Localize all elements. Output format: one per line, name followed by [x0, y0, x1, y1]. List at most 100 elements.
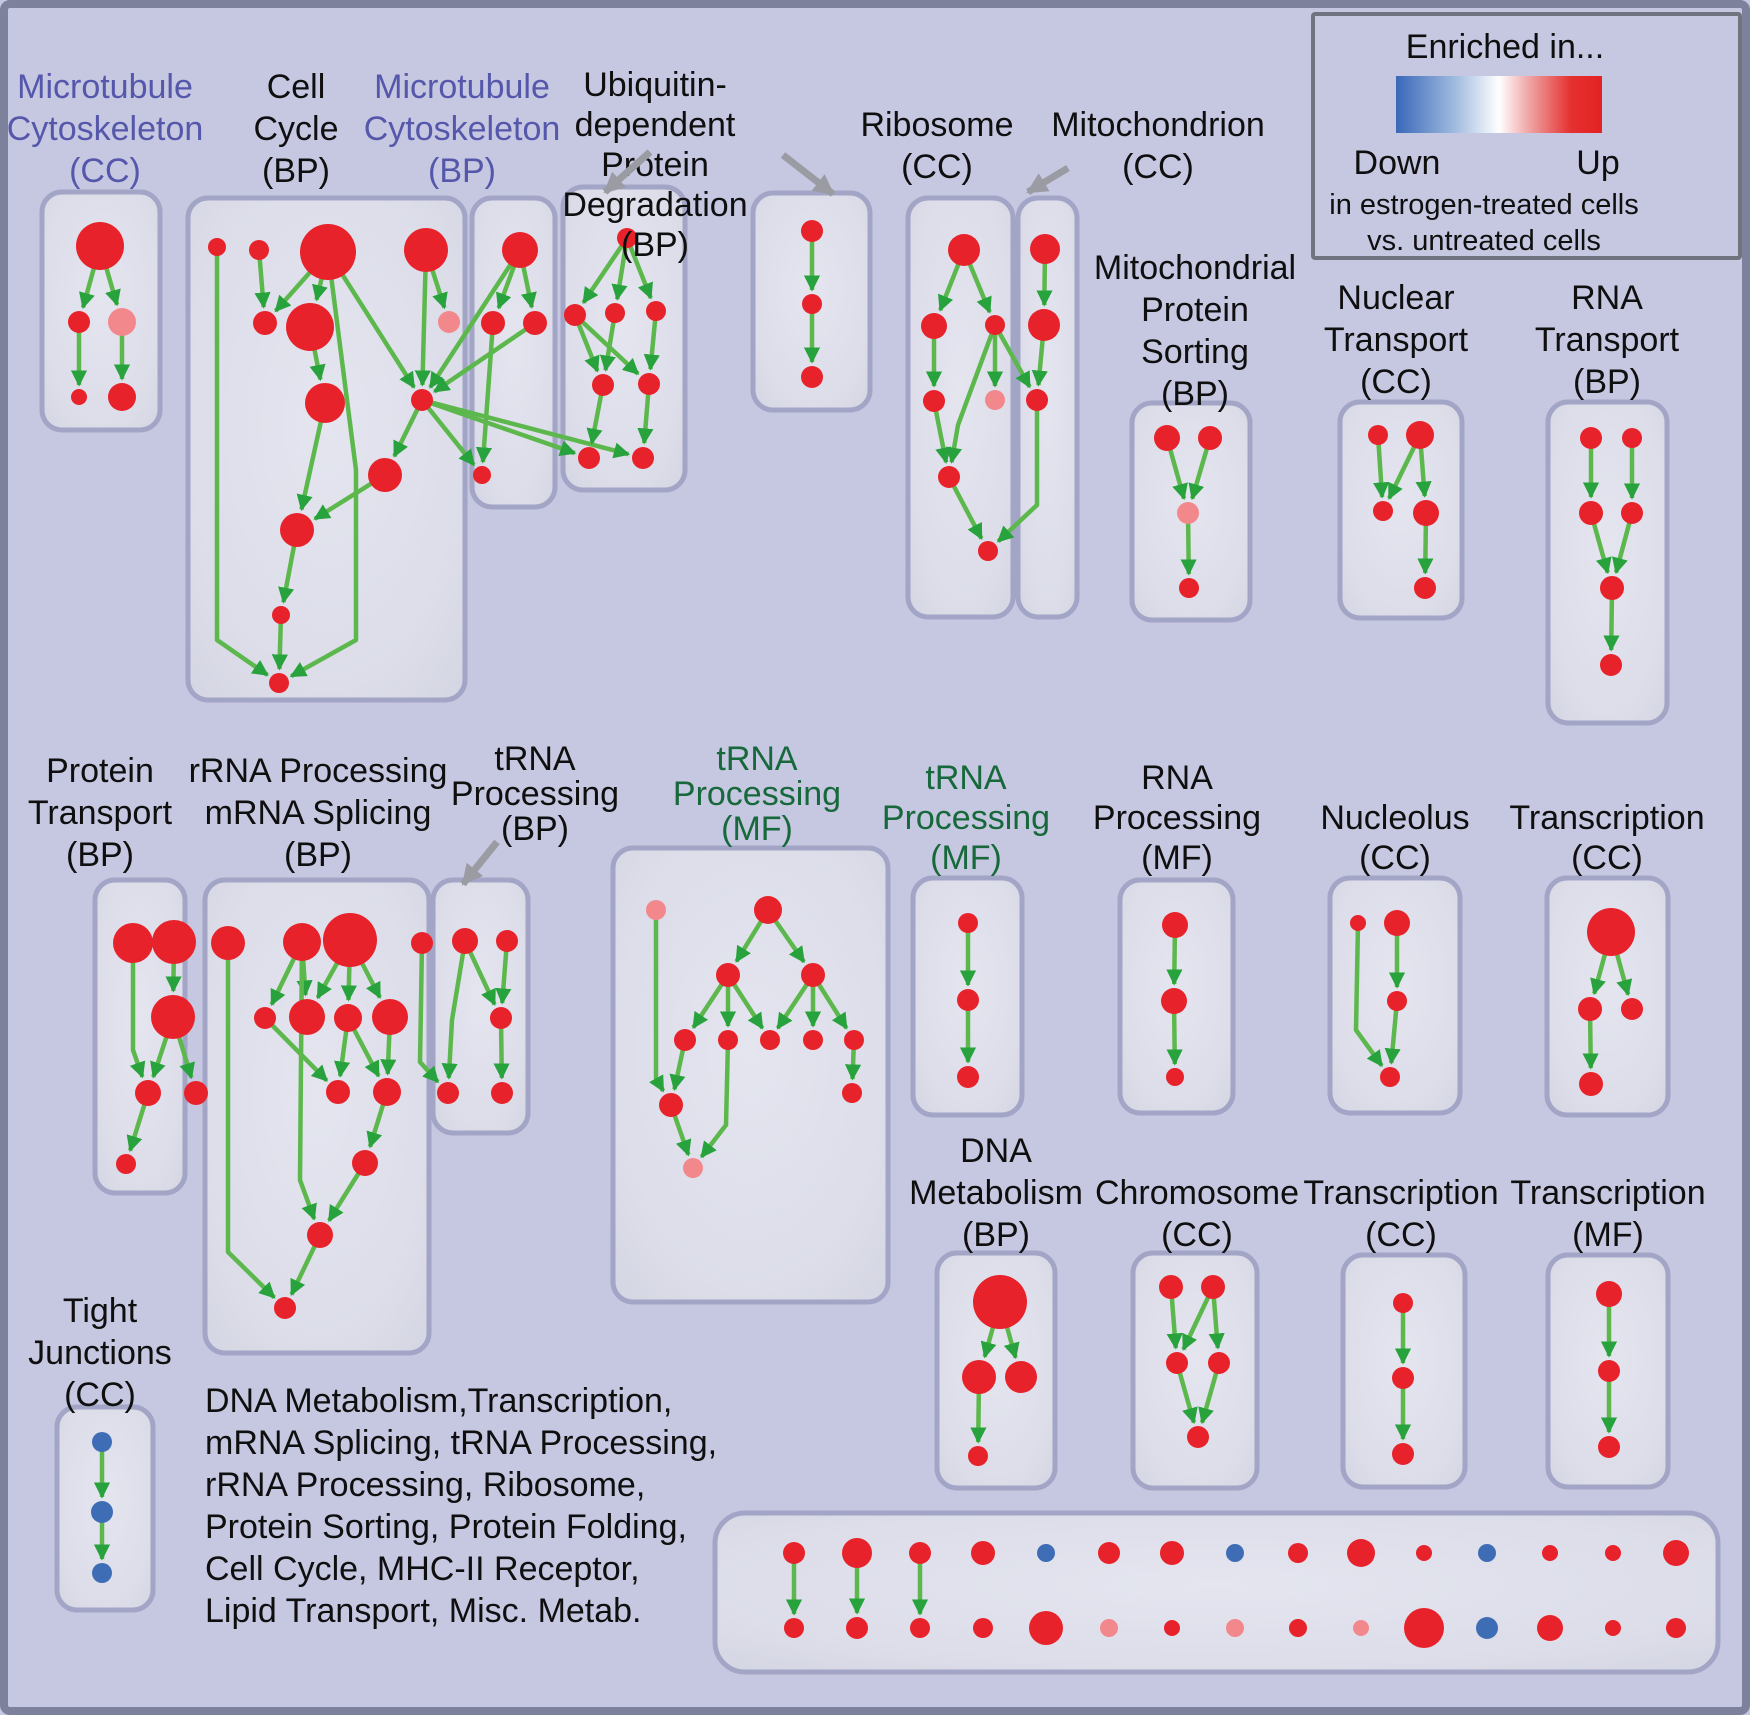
gene-node-red: [1587, 908, 1635, 956]
label-line: (CC): [69, 152, 141, 190]
label-line: Nucleolus: [1320, 799, 1469, 837]
gene-node-red: [973, 1618, 993, 1638]
gene-node-red: [437, 1082, 459, 1104]
annotation-arrow: [460, 839, 500, 887]
label-line: (BP): [1573, 363, 1641, 401]
edge-arrow: [581, 236, 629, 304]
gene-node-red: [404, 228, 448, 272]
gene-node-red: [803, 1030, 823, 1050]
gene-node-red: [1187, 1426, 1209, 1448]
label-line: Transcription: [1509, 799, 1704, 837]
gene-node-pink: [1226, 1619, 1244, 1637]
label-line: RNA: [1571, 279, 1643, 317]
gene-node-red: [523, 311, 547, 335]
cluster-label-chromosome: Chromosome (CC): [1095, 1174, 1299, 1254]
gene-node-red: [1393, 1293, 1413, 1313]
label-line: (CC): [1360, 363, 1432, 401]
gene-node-red: [921, 313, 947, 339]
gene-node-red: [1030, 234, 1060, 264]
label-line: Processing: [1093, 799, 1261, 837]
cluster-label-transcription-cc-mid: Transcription(CC): [1509, 799, 1704, 877]
gene-node-red: [1537, 1615, 1563, 1641]
cluster-label-nuclear-transport: Nuclear Transport (CC): [1324, 279, 1469, 401]
gene-node-red: [638, 373, 660, 395]
label-line: tRNA: [494, 740, 576, 778]
gene-node-red: [754, 896, 782, 924]
gene-node-red: [280, 513, 314, 547]
gene-node-red: [1404, 1608, 1444, 1648]
label-line: (CC): [1359, 839, 1431, 877]
gene-node-red: [68, 311, 90, 333]
gene-node-red: [617, 228, 637, 248]
label-line: (BP): [262, 152, 330, 190]
label-line: Cell Cycle, MHC-II Receptor,: [205, 1550, 640, 1588]
label-line: (BP): [284, 836, 352, 874]
gene-node-red: [1392, 1443, 1414, 1465]
gene-node-red: [1416, 1545, 1432, 1561]
gene-node-red: [760, 1030, 780, 1050]
gene-node-red: [938, 466, 960, 488]
legend-down-label: Down: [1354, 144, 1441, 182]
gene-node-pink: [683, 1158, 703, 1178]
edge-arrow: [129, 943, 146, 1079]
gene-node-red: [1159, 1275, 1183, 1299]
gene-node-red: [801, 220, 823, 242]
cluster-label-rrna-mrna: rRNA Processing mRNA Splicing (BP): [189, 752, 448, 874]
gene-node-red: [605, 303, 625, 323]
label-line: Processing: [882, 799, 1050, 837]
gene-node-red: [971, 1541, 995, 1565]
edge-arrow: [1373, 434, 1390, 499]
legend-up-label: Up: [1576, 144, 1619, 182]
edge-arrow: [414, 249, 431, 387]
gene-node-red: [1621, 502, 1643, 524]
cluster-box-dna-metabolism-bp: [934, 1250, 1058, 1491]
gene-node-red: [1373, 501, 1393, 521]
cluster-label-transcription-cc-bot: Transcription (CC): [1303, 1174, 1498, 1254]
edge-arrow: [417, 942, 440, 1084]
gene-node-red: [973, 1275, 1027, 1329]
label-line: Cell: [267, 68, 326, 106]
label-line: Lipid Transport, Misc. Metab.: [205, 1592, 642, 1630]
label-line: Mitochondrion: [1051, 106, 1265, 144]
cluster-label-misc-list: DNA Metabolism,Transcription, mRNA Splici…: [205, 1382, 717, 1630]
edge-arrow: [428, 248, 522, 389]
gene-node-red: [1201, 1275, 1225, 1299]
gene-node-red: [1164, 1620, 1180, 1636]
label-line: Processing: [673, 775, 841, 813]
label-line: (BP): [1161, 375, 1229, 413]
label-line: (BP): [621, 226, 689, 264]
label-line: Junctions: [28, 1334, 172, 1372]
gene-node-red: [1288, 1543, 1308, 1563]
edge-arrow: [649, 910, 666, 1093]
legend: Enriched in... Down Up in estrogen-treat…: [1311, 12, 1742, 260]
edge-arrow: [699, 1039, 731, 1159]
cluster-box-mitochondrion-cc: [1015, 195, 1080, 620]
gene-node-red: [985, 315, 1005, 335]
label-line: (CC): [901, 148, 973, 186]
gene-node-red: [1026, 389, 1048, 411]
label-line: Mitochondrial: [1094, 249, 1296, 287]
gene-node-red: [411, 389, 433, 411]
gene-node-red: [1392, 1367, 1414, 1389]
gene-node-red: [1598, 1436, 1620, 1458]
gene-node-red: [211, 926, 245, 960]
gene-node-red: [1161, 988, 1187, 1014]
label-line: (MF): [930, 839, 1002, 877]
label-line: Ribosome: [860, 106, 1013, 144]
edge-arrow: [475, 322, 496, 464]
gene-node-red: [76, 222, 124, 270]
label-line: Transport: [28, 794, 173, 832]
label-line: Microtubule: [17, 68, 193, 106]
gene-node-blue: [92, 1432, 112, 1452]
gene-node-red: [909, 1542, 931, 1564]
gene-node-pink: [108, 308, 136, 336]
label-line: tRNA: [925, 759, 1007, 797]
gene-node-red: [978, 541, 998, 561]
cluster-box-transcription-cc-mid: [1544, 875, 1671, 1118]
label-line: Cycle: [253, 110, 338, 148]
gene-node-red: [1406, 421, 1434, 449]
label-line: tRNA: [716, 740, 798, 778]
